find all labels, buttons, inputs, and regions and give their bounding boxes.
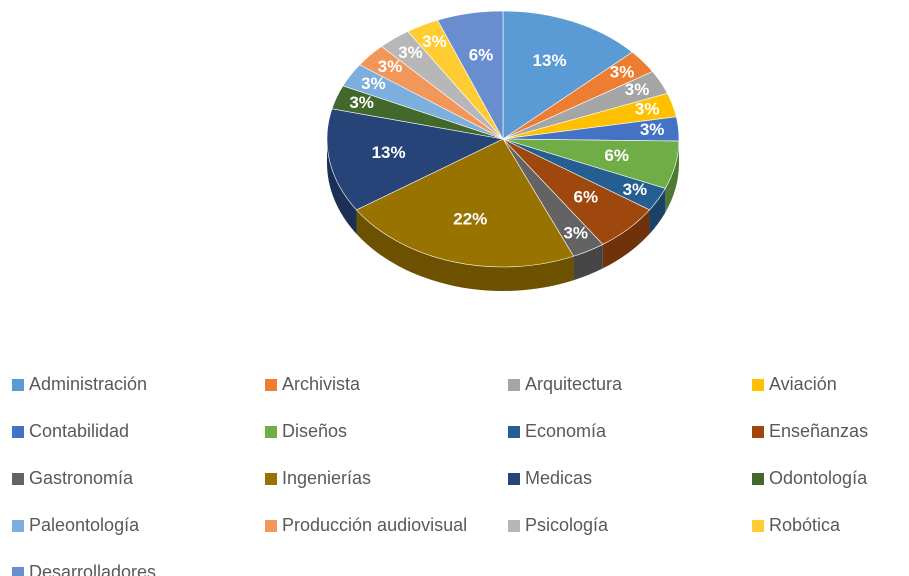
legend-label: Psicología: [525, 515, 609, 535]
data-label: 6%: [604, 146, 629, 165]
legend-swatch: [265, 426, 277, 438]
legend-swatch: [752, 426, 764, 438]
legend-swatch: [265, 379, 277, 391]
legend-label: Robótica: [769, 515, 841, 535]
legend-swatch: [752, 473, 764, 485]
data-label: 3%: [640, 120, 665, 139]
pie-side: [356, 209, 574, 291]
legend-swatch: [12, 379, 24, 391]
pie-slice: [502, 10, 633, 140]
legend-swatch: [508, 473, 520, 485]
legend-label: Diseños: [282, 421, 347, 441]
data-label: 3%: [625, 80, 650, 99]
pie-slice: [437, 10, 504, 140]
legend-label: Aviación: [769, 374, 837, 394]
legend-label: Desarrolladores: [29, 562, 156, 576]
legend-label: Medicas: [525, 468, 592, 488]
data-label: 3%: [563, 224, 588, 243]
legend-swatch: [12, 426, 24, 438]
legend-swatch: [12, 520, 24, 532]
pie-slice: [326, 108, 504, 211]
pie-slice: [355, 138, 575, 268]
data-label: 13%: [533, 51, 567, 70]
data-label: 3%: [422, 32, 447, 51]
legend-swatch: [508, 379, 520, 391]
data-label: 3%: [398, 43, 423, 62]
data-label: 22%: [453, 210, 487, 229]
pie-side: [602, 209, 650, 269]
pie-side: [327, 139, 357, 234]
pie-side: [573, 244, 603, 281]
data-label: 6%: [573, 188, 598, 207]
data-label: 3%: [610, 63, 635, 82]
legend-swatch: [752, 520, 764, 532]
legend-swatch: [508, 520, 520, 532]
pie-side: [649, 188, 666, 234]
legend-swatch: [265, 520, 277, 532]
legend-label: Contabilidad: [29, 421, 129, 441]
legend-label: Ingenierías: [282, 468, 371, 488]
legend-swatch: [265, 473, 277, 485]
legend-label: Archivista: [282, 374, 361, 394]
legend-label: Gastronomía: [29, 468, 134, 488]
legend-label: Economía: [525, 421, 607, 441]
legend-label: Enseñanzas: [769, 421, 868, 441]
data-label: 6%: [469, 46, 494, 65]
data-label: 3%: [349, 93, 374, 112]
data-label: 13%: [372, 143, 406, 162]
data-label: 3%: [361, 74, 386, 93]
pie-side: [665, 141, 679, 213]
data-label: 3%: [378, 57, 403, 76]
data-label: 3%: [623, 180, 648, 199]
legend-label: Producción audiovisual: [282, 515, 467, 535]
legend-label: Paleontología: [29, 515, 140, 535]
legend-swatch: [752, 379, 764, 391]
legend-label: Administración: [29, 374, 147, 394]
legend-swatch: [508, 426, 520, 438]
legend-swatch: [12, 473, 24, 485]
legend-swatch: [12, 567, 24, 576]
legend-label: Odontología: [769, 468, 868, 488]
legend-label: Arquitectura: [525, 374, 623, 394]
data-label: 3%: [635, 99, 660, 118]
